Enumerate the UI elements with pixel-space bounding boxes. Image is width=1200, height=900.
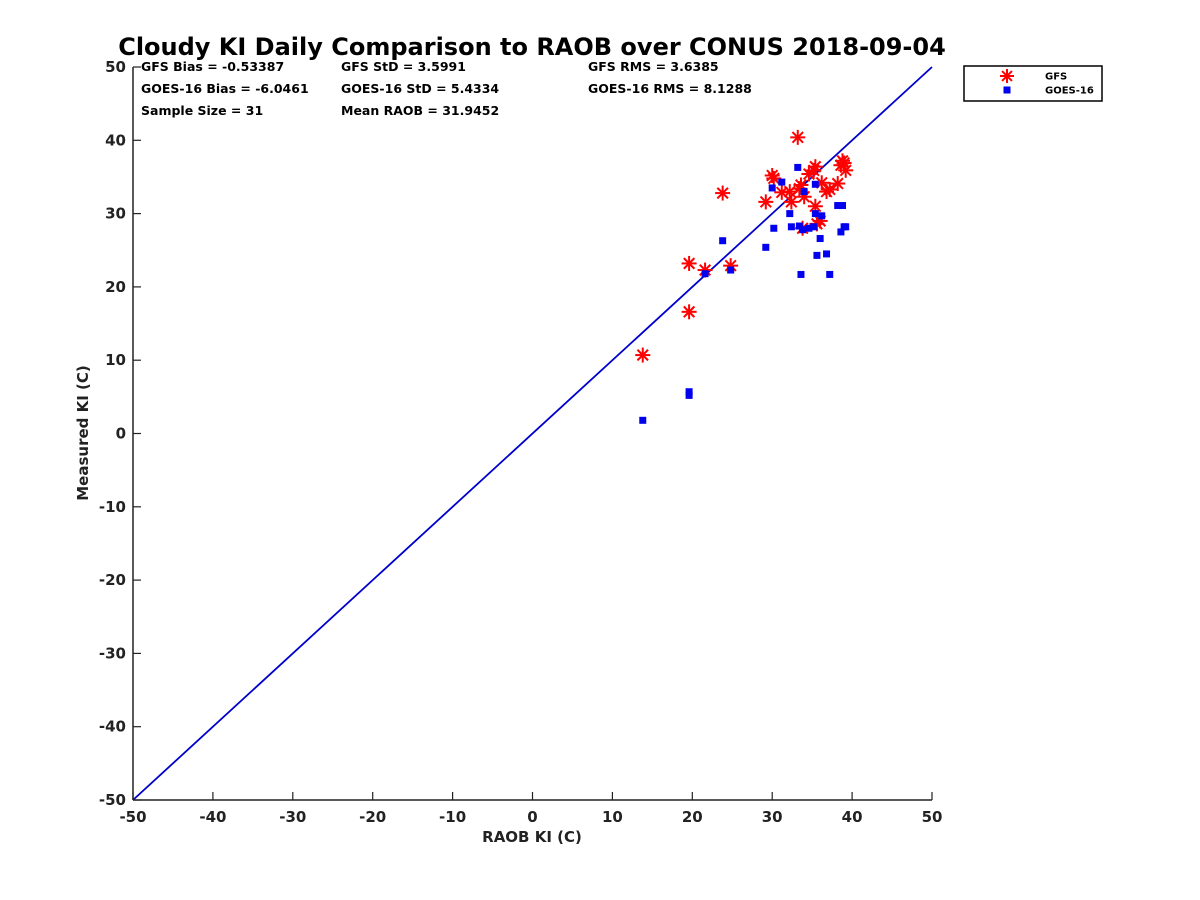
stat-text: GFS Bias = -0.53387 bbox=[141, 59, 284, 74]
y-tick-label: -20 bbox=[99, 571, 126, 589]
goes-16-point bbox=[818, 212, 826, 220]
stat-text: GFS StD = 3.5991 bbox=[341, 59, 466, 74]
legend-box bbox=[963, 65, 1103, 102]
goes-16-point bbox=[823, 250, 831, 258]
y-tick-label: 0 bbox=[116, 425, 126, 443]
goes-16-point bbox=[794, 163, 802, 171]
gfs-point bbox=[635, 347, 651, 363]
stats-annotations: GFS Bias = -0.53387 GFS StD = 3.5991 GFS R… bbox=[141, 59, 752, 118]
gfs-point bbox=[766, 170, 782, 186]
gfs-point bbox=[723, 258, 739, 274]
goes-16-point bbox=[727, 266, 735, 274]
series-goes-16 bbox=[639, 163, 850, 424]
goes-16-point bbox=[768, 184, 776, 192]
x-tick-label: -10 bbox=[439, 808, 466, 826]
goes-16-point bbox=[800, 188, 808, 196]
gfs-point bbox=[681, 255, 697, 271]
y-tick-label: 20 bbox=[105, 278, 126, 296]
stat-text: GOES-16 Bias = -6.0461 bbox=[141, 81, 309, 96]
gfs-point bbox=[697, 262, 713, 278]
gfs-point bbox=[681, 304, 697, 320]
gfs-point bbox=[783, 194, 799, 210]
goes-16-point bbox=[839, 202, 847, 210]
legend: GFS GOES-16 bbox=[963, 65, 1103, 102]
x-tick-label: -20 bbox=[359, 808, 386, 826]
y-tick-label: 10 bbox=[105, 351, 126, 369]
goes-16-point bbox=[797, 270, 805, 278]
y-tick-label: -30 bbox=[99, 644, 126, 662]
series-layer bbox=[635, 129, 854, 424]
goes-16-point bbox=[842, 223, 850, 231]
legend-label-goes-16: GOES-16 bbox=[1045, 86, 1094, 97]
stat-text: GOES-16 RMS = 8.1288 bbox=[588, 81, 752, 96]
y-axis-label: Measured KI (C) bbox=[74, 365, 92, 501]
goes-16-point bbox=[778, 178, 786, 186]
axes-layer: -50 -40 -30 -20 -10 0 10 20 30 40 50 -50 -40 -30 -20 -1… bbox=[99, 58, 943, 826]
gfs-point bbox=[830, 176, 846, 192]
x-tick-label: 30 bbox=[762, 808, 783, 826]
y-tick-label: 40 bbox=[105, 131, 126, 149]
goes-16-point bbox=[786, 210, 794, 218]
chart-title: Cloudy KI Daily Comparison to RAOB over … bbox=[118, 33, 946, 61]
gfs-point bbox=[758, 194, 774, 210]
x-tick-label: 20 bbox=[682, 808, 703, 826]
gfs-point bbox=[822, 181, 838, 197]
legend-label-gfs: GFS bbox=[1045, 72, 1067, 83]
x-tick-label: 10 bbox=[602, 808, 623, 826]
gfs-point bbox=[790, 129, 806, 145]
goes-16-point bbox=[826, 270, 834, 278]
goes-16-point bbox=[685, 391, 693, 399]
gfs-point bbox=[715, 185, 731, 201]
goes-16-point bbox=[811, 210, 819, 218]
legend-marker-goes-16 bbox=[1003, 86, 1011, 94]
x-tick-label: -30 bbox=[279, 808, 306, 826]
goes-16-point bbox=[805, 224, 813, 232]
goes-16-point bbox=[762, 243, 770, 251]
stat-text: Mean RAOB = 31.9452 bbox=[341, 103, 499, 118]
x-tick-label: -40 bbox=[199, 808, 226, 826]
y-tick-label: 30 bbox=[105, 205, 126, 223]
y-tick-label: -40 bbox=[99, 718, 126, 736]
goes-16-point bbox=[834, 202, 842, 210]
goes-16-point bbox=[799, 226, 807, 234]
goes-16-point bbox=[795, 222, 803, 230]
gfs-point bbox=[807, 159, 823, 175]
goes-16-point bbox=[701, 270, 709, 278]
goes-16-point bbox=[810, 223, 818, 231]
y-tick-label: -10 bbox=[99, 498, 126, 516]
x-tick-label: 50 bbox=[922, 808, 943, 826]
stat-text: GOES-16 StD = 5.4334 bbox=[341, 81, 499, 96]
goes-16-point bbox=[719, 237, 727, 245]
y-tick-label: 50 bbox=[105, 58, 126, 76]
goes-16-point bbox=[811, 180, 819, 188]
y-tick-label: -50 bbox=[99, 791, 126, 809]
legend-marker-gfs bbox=[1000, 69, 1014, 83]
goes-16-point bbox=[787, 223, 795, 231]
gfs-point bbox=[782, 184, 798, 200]
goes-16-point bbox=[837, 228, 845, 236]
legend-entries: GFS GOES-16 bbox=[1000, 69, 1094, 97]
x-tick-label: -50 bbox=[119, 808, 146, 826]
x-tick-label: 0 bbox=[527, 808, 537, 826]
stat-text: Sample Size = 31 bbox=[141, 103, 263, 118]
gfs-point bbox=[838, 162, 854, 178]
x-axis-label: RAOB KI (C) bbox=[482, 828, 582, 846]
goes-16-point bbox=[816, 235, 824, 243]
stat-text: GFS RMS = 3.6385 bbox=[588, 59, 719, 74]
goes-16-point bbox=[770, 224, 778, 232]
x-tick-label: 40 bbox=[842, 808, 863, 826]
goes-16-point bbox=[813, 251, 821, 259]
goes-16-point bbox=[685, 388, 693, 396]
goes-16-point bbox=[639, 416, 647, 424]
